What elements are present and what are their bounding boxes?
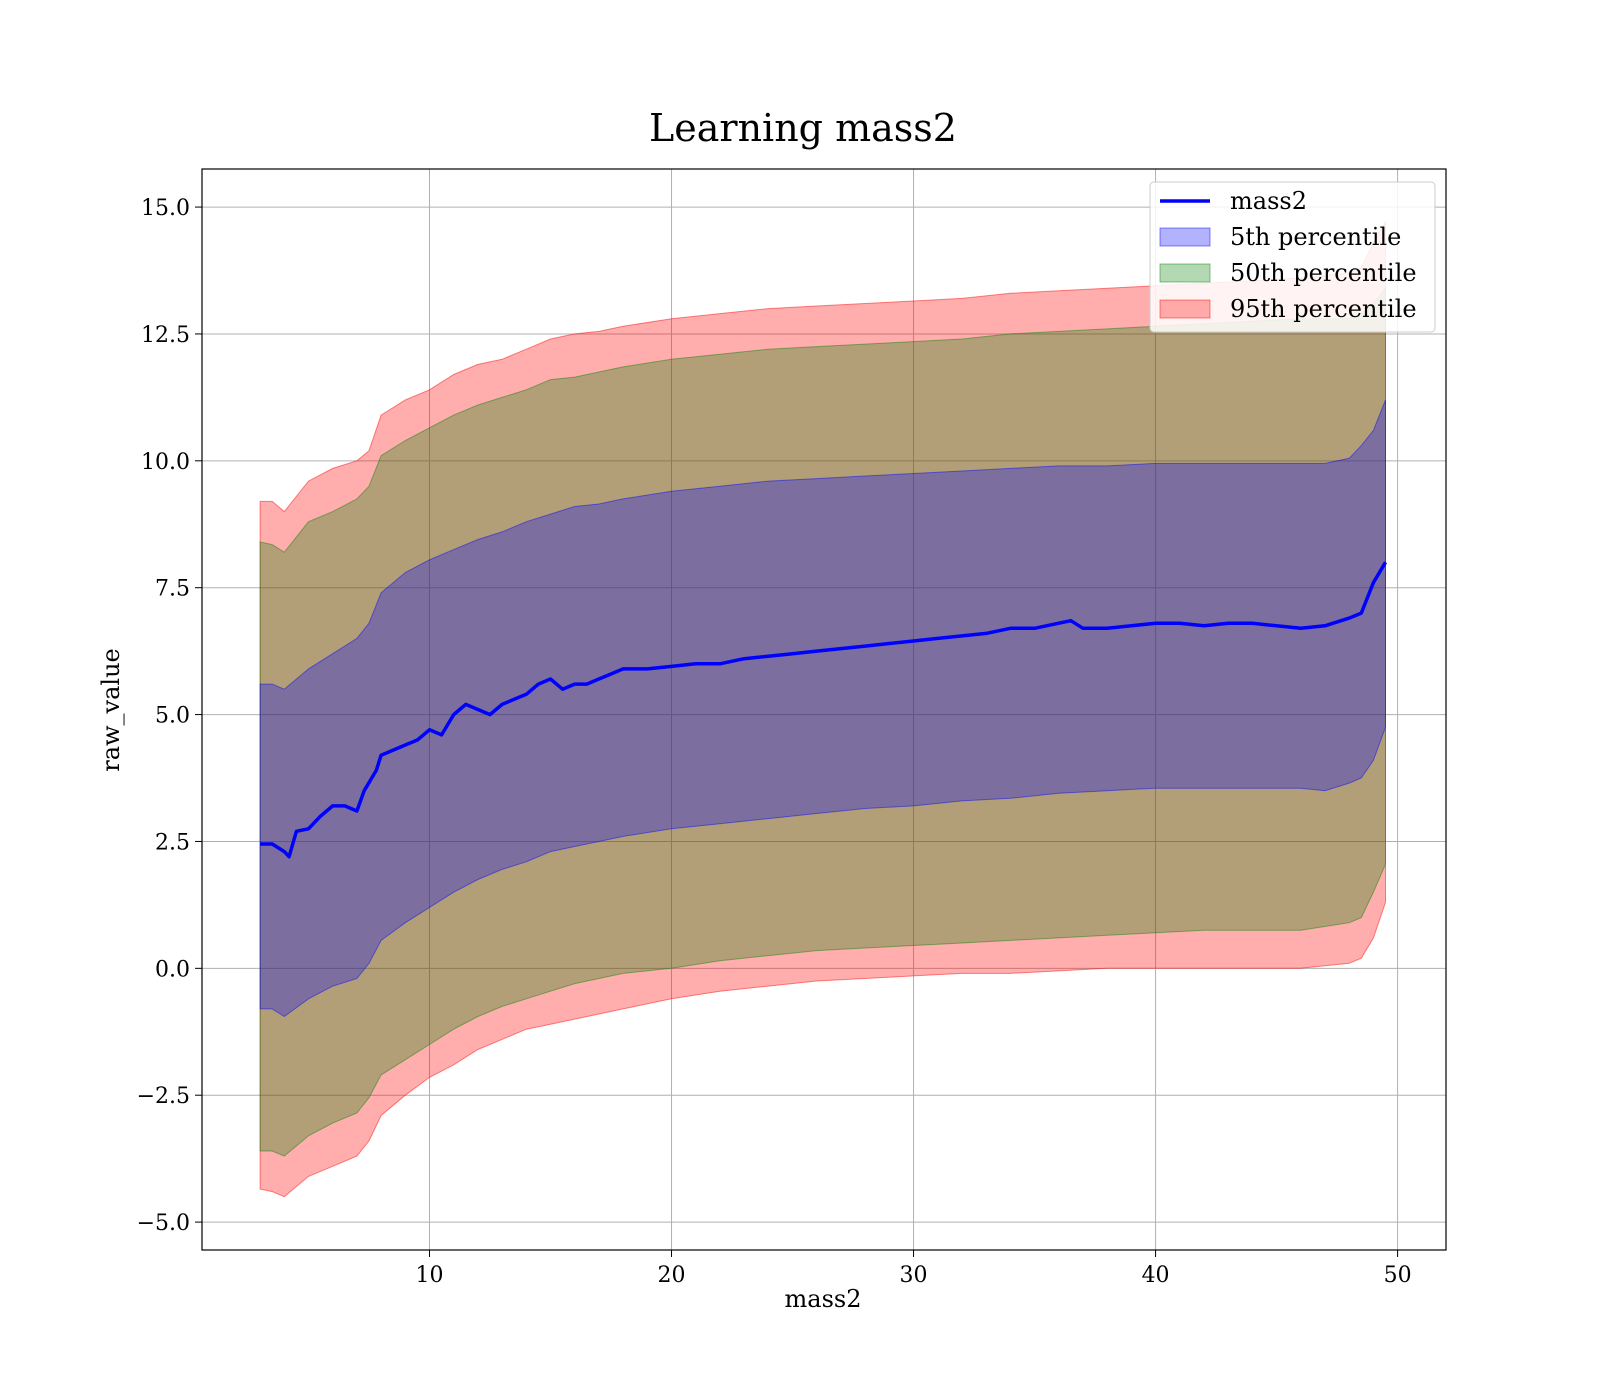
band-50th-percentile (259, 286, 1386, 1157)
y-tick-label: −5.0 (137, 1211, 190, 1236)
y-tick-label: 2.5 (155, 830, 190, 855)
y-axis-ticks: −5.0 −2.5 0.0 2.5 5.0 7.5 10.0 12.5 15.0 (137, 196, 202, 1236)
band-95th-percentile (259, 220, 1386, 1198)
legend-label: 5th percentile (1230, 223, 1401, 251)
legend-label: 95th percentile (1230, 295, 1417, 323)
bands (259, 220, 1386, 1198)
legend-swatch-patch (1159, 227, 1211, 247)
x-tick-label: 50 (1384, 1263, 1412, 1288)
series-line-mass2 (260, 561, 1388, 859)
x-tick-label: 30 (900, 1263, 928, 1288)
plot-frame (201, 168, 1447, 1251)
line-layer (260, 561, 1388, 859)
legend-swatch-patch (1159, 263, 1211, 283)
legend-swatch-patch (1159, 299, 1211, 319)
legend-box (1149, 181, 1436, 333)
x-tick-label: 20 (658, 1263, 686, 1288)
y-tick-label: 15.0 (141, 196, 190, 221)
x-tick-label: 10 (416, 1263, 444, 1288)
x-axis-ticks: 10 20 30 40 50 (416, 1250, 1412, 1288)
legend-label: 50th percentile (1230, 259, 1417, 287)
y-tick-label: −2.5 (137, 1084, 190, 1109)
chart-title: Learning mass2 (649, 106, 957, 150)
y-tick-label: 7.5 (155, 577, 190, 602)
y-axis-title: raw_value (97, 648, 125, 772)
legend: mass2 5th percentile 50th percentile 95th p… (1149, 181, 1436, 333)
y-tick-label: 5.0 (155, 704, 190, 729)
band-5th-percentile (259, 399, 1386, 1018)
x-axis-title: mass2 (785, 1285, 862, 1313)
y-tick-label: 10.0 (141, 450, 190, 475)
y-tick-label: 12.5 (141, 323, 190, 348)
x-tick-label: 40 (1142, 1263, 1170, 1288)
legend-label: mass2 (1230, 187, 1307, 215)
y-tick-label: 0.0 (155, 957, 190, 982)
